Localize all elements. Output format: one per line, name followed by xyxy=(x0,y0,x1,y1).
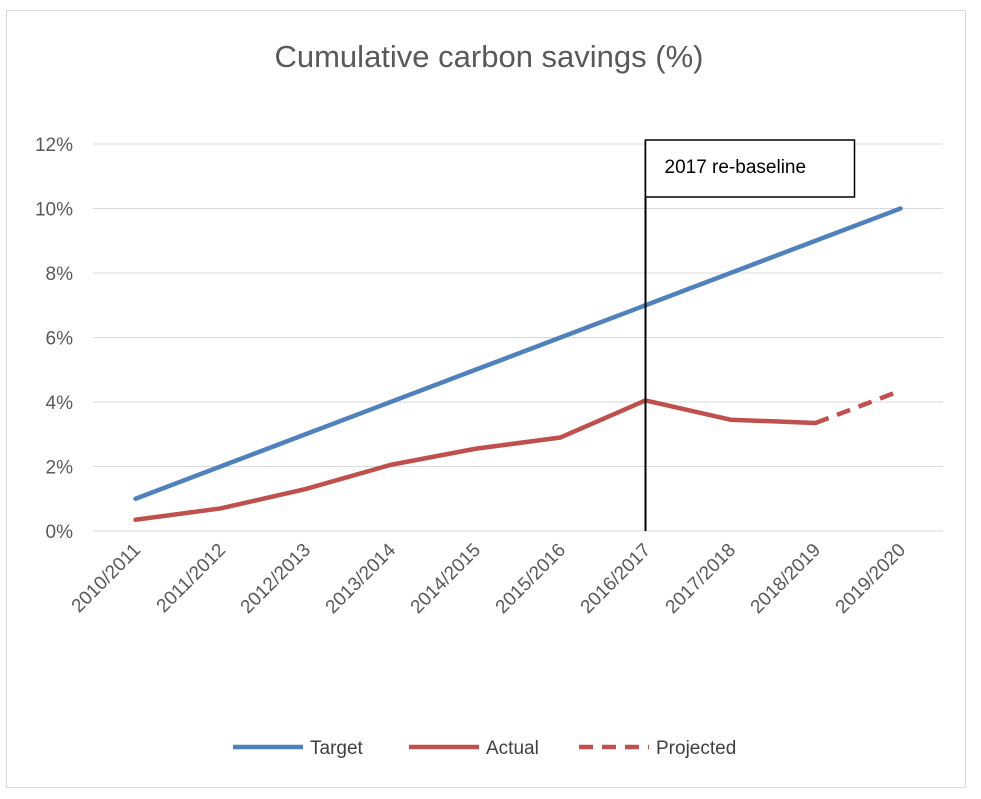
x-tick-label: 2018/2019 xyxy=(747,540,825,618)
y-tick-label: 0% xyxy=(46,522,74,543)
x-tick-label: 2011/2012 xyxy=(153,540,230,617)
y-tick-label: 2% xyxy=(46,458,74,479)
chart-title: Cumulative carbon savings (%) xyxy=(274,39,703,74)
x-tick-label: 2014/2015 xyxy=(407,540,485,618)
annotation-label: 2017 re-baseline xyxy=(665,157,807,178)
y-tick-label: 8% xyxy=(46,264,74,285)
y-tick-label: 10% xyxy=(35,200,73,221)
x-tick-label: 2017/2018 xyxy=(662,540,740,618)
grid-lines xyxy=(93,143,943,532)
x-tick-label: 2010/2011 xyxy=(68,540,145,617)
x-tick-label: 2012/2013 xyxy=(237,540,315,618)
annotation: 2017 re-baseline xyxy=(644,139,856,531)
annotation-box xyxy=(644,139,856,198)
x-tick-label: 2016/2017 xyxy=(577,540,655,618)
x-tick-label: 2019/2020 xyxy=(832,540,910,618)
x-tick-label: 2015/2016 xyxy=(492,540,570,618)
y-tick-label: 4% xyxy=(46,393,74,414)
series-lines xyxy=(133,206,903,522)
series-line-projected xyxy=(814,388,902,426)
y-tick-label: 12% xyxy=(35,135,73,156)
legend-label-target: Target xyxy=(310,738,364,759)
x-tick-label: 2013/2014 xyxy=(322,539,401,618)
chart-frame: Cumulative carbon savings (%) 0% 2% 4% 6% 8%… xyxy=(6,10,966,788)
series-line-target xyxy=(133,206,903,501)
x-axis-tick-labels: 2010/2011 2011/2012 2012/2013 2013/2014 2014… xyxy=(68,539,910,618)
y-tick-label: 6% xyxy=(46,329,74,350)
series-line-actual xyxy=(133,398,818,522)
legend-label-actual: Actual xyxy=(486,738,539,759)
legend: Target Actual Projected xyxy=(233,738,736,759)
legend-label-projected: Projected xyxy=(656,738,736,759)
chart-svg: Cumulative carbon savings (%) 0% 2% 4% 6% 8%… xyxy=(35,39,943,759)
y-axis-tick-labels: 0% 2% 4% 6% 8% 10% 12% xyxy=(35,135,73,543)
